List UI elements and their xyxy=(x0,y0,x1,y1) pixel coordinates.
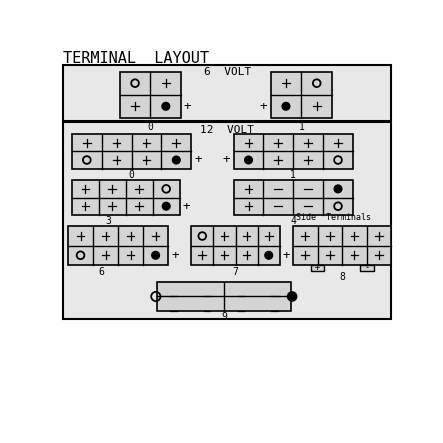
Bar xyxy=(72,134,191,169)
Circle shape xyxy=(152,252,159,259)
Bar xyxy=(62,65,392,121)
Text: 4: 4 xyxy=(290,216,296,226)
Bar xyxy=(156,282,291,311)
Text: 1: 1 xyxy=(290,170,296,180)
Text: -: - xyxy=(364,264,369,272)
Text: 3: 3 xyxy=(105,216,111,226)
Circle shape xyxy=(334,185,342,193)
Text: TERMINAL  LAYOUT: TERMINAL LAYOUT xyxy=(62,51,209,66)
Text: +: + xyxy=(171,249,179,262)
Bar xyxy=(62,122,392,319)
Bar xyxy=(120,72,181,118)
Text: 1: 1 xyxy=(299,122,304,132)
Text: 9: 9 xyxy=(221,312,227,322)
Circle shape xyxy=(245,156,253,164)
Text: +: + xyxy=(315,264,320,272)
Bar xyxy=(68,226,168,265)
Text: +: + xyxy=(259,100,267,113)
Bar xyxy=(233,180,353,215)
Bar xyxy=(271,72,332,118)
Text: +: + xyxy=(183,200,190,213)
Bar xyxy=(233,134,353,169)
Text: +: + xyxy=(223,153,230,167)
Text: +: + xyxy=(184,100,191,113)
Text: 6  VOLT: 6 VOLT xyxy=(204,67,251,78)
Text: +: + xyxy=(194,153,202,167)
Bar xyxy=(360,265,374,271)
Text: +: + xyxy=(283,249,291,262)
Text: 8: 8 xyxy=(339,272,345,282)
Circle shape xyxy=(288,292,297,301)
Bar xyxy=(72,180,180,215)
Bar xyxy=(191,226,280,265)
Circle shape xyxy=(172,156,180,164)
Text: Side  Terminals: Side Terminals xyxy=(296,213,371,222)
Bar xyxy=(293,226,392,265)
Bar xyxy=(311,265,324,271)
Circle shape xyxy=(265,252,272,259)
Circle shape xyxy=(162,102,170,110)
Text: 7: 7 xyxy=(233,267,238,277)
Text: 0: 0 xyxy=(148,122,153,132)
Circle shape xyxy=(162,202,170,210)
Text: 0: 0 xyxy=(128,170,135,180)
Text: 12  VOLT: 12 VOLT xyxy=(200,125,254,135)
Text: 6: 6 xyxy=(98,267,105,277)
Circle shape xyxy=(282,102,290,110)
